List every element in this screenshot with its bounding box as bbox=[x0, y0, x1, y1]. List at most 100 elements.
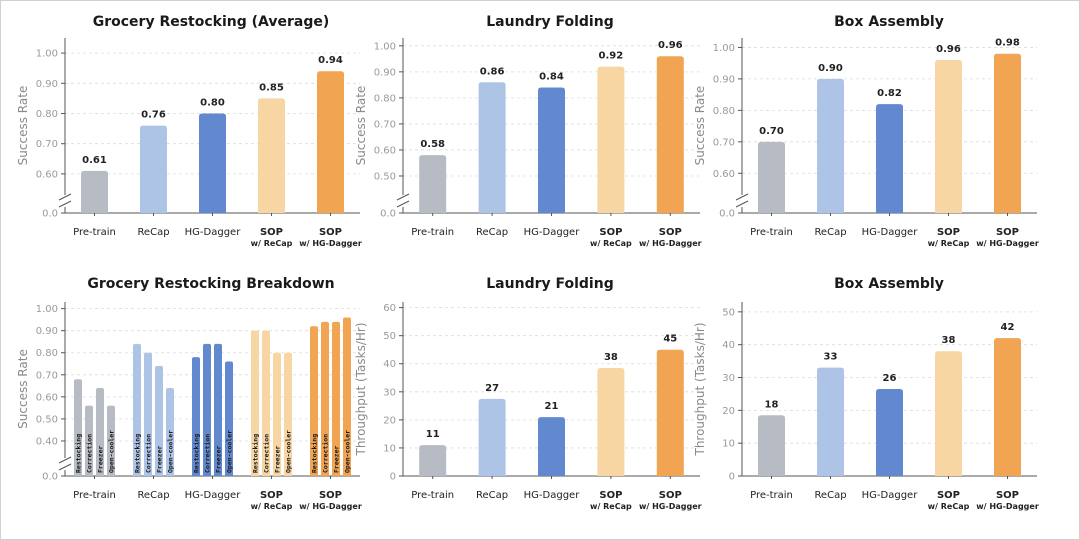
x-tick-label-line: SOP bbox=[260, 227, 283, 238]
y-tick-label: 0.50 bbox=[374, 171, 396, 182]
bar-open-cooler bbox=[166, 388, 174, 476]
bar-sublabel: Open-cooler bbox=[107, 430, 115, 473]
y-tick-label: 0.50 bbox=[36, 414, 58, 425]
bar-sublabel: Correction bbox=[144, 434, 152, 473]
bar bbox=[758, 141, 785, 213]
bar-value-label: 0.90 bbox=[818, 63, 843, 74]
x-tick-label-line: SOP bbox=[599, 227, 622, 238]
bar-correction bbox=[262, 330, 270, 476]
bar-value-label: 0.84 bbox=[539, 71, 564, 82]
bar bbox=[478, 398, 506, 476]
bar bbox=[597, 66, 625, 213]
bar-sublabel: Freezer bbox=[332, 446, 340, 473]
bar-sublabel: Freezer bbox=[214, 446, 222, 473]
bar-correction bbox=[203, 343, 211, 476]
bar-sublabel: Open-cooler bbox=[166, 430, 174, 473]
x-tick-label: ReCap bbox=[137, 227, 169, 238]
chart-title: Box Assembly bbox=[834, 276, 944, 292]
x-tick-label-line: SOP bbox=[319, 227, 342, 238]
y-tick-label: 0.0 bbox=[42, 209, 58, 220]
bar-freezer bbox=[155, 365, 163, 476]
bar-correction bbox=[144, 352, 152, 476]
bar-freezer bbox=[214, 343, 222, 476]
y-axis-label: Throughput (Tasks/Hr) bbox=[354, 322, 368, 456]
bar bbox=[876, 104, 903, 213]
x-tick-label-line: w/ HG-Dagger bbox=[299, 239, 362, 248]
x-tick-label: Pre-train bbox=[411, 490, 454, 501]
bar bbox=[935, 351, 962, 476]
y-tick-label: 0 bbox=[390, 472, 396, 483]
y-tick-label: 1.00 bbox=[36, 49, 58, 60]
bar-value-label: 18 bbox=[765, 399, 779, 410]
y-tick-label: 0.70 bbox=[374, 119, 396, 130]
x-tick-label-line: w/ HG-Dagger bbox=[976, 502, 1039, 511]
bar bbox=[199, 113, 226, 213]
y-axis-label: Throughput (Tasks/Hr) bbox=[693, 322, 707, 456]
bar-sublabel: Correction bbox=[321, 434, 329, 473]
y-tick-label: 50 bbox=[383, 331, 396, 342]
bar bbox=[81, 170, 108, 213]
x-tick-label: SOP w/ ReCap bbox=[928, 227, 970, 248]
y-tick-label: 0.40 bbox=[36, 436, 58, 447]
bar-sublabel: Correction bbox=[203, 434, 211, 473]
y-axis-label: Success Rate bbox=[693, 86, 707, 166]
x-tick-label: SOP w/ HG-Dagger bbox=[976, 227, 1039, 248]
x-tick-label: SOP w/ HG-Dagger bbox=[976, 490, 1039, 511]
bar-sublabel: Correction bbox=[262, 434, 270, 473]
x-tick-label: HG-Dagger bbox=[524, 490, 581, 501]
bar bbox=[317, 71, 344, 213]
bar-value-label: 0.94 bbox=[318, 55, 343, 66]
y-tick-label: 40 bbox=[383, 359, 396, 370]
x-tick-label: ReCap bbox=[137, 490, 169, 501]
bar-value-label: 0.86 bbox=[480, 66, 505, 77]
bar-value-label: 38 bbox=[604, 352, 618, 363]
y-tick-label: 0.80 bbox=[36, 348, 58, 359]
bar-value-label: 45 bbox=[663, 334, 677, 345]
y-tick-label: 0.90 bbox=[36, 79, 58, 90]
x-tick-label-line: SOP bbox=[319, 490, 342, 501]
bar bbox=[758, 415, 785, 476]
x-tick-label-line: w/ HG-Dagger bbox=[299, 502, 362, 511]
x-tick-label: SOP w/ ReCap bbox=[928, 490, 970, 511]
x-tick-label-line: SOP bbox=[996, 227, 1019, 238]
bar bbox=[876, 389, 903, 476]
chart-title: Laundry Folding bbox=[486, 14, 613, 30]
x-tick-label-line: SOP bbox=[937, 227, 960, 238]
y-tick-label: 0.0 bbox=[42, 472, 58, 483]
bar-freezer bbox=[273, 352, 281, 476]
y-tick-label: 20 bbox=[722, 406, 735, 417]
y-tick-label: 0.70 bbox=[36, 139, 58, 150]
bar-value-label: 38 bbox=[942, 335, 956, 346]
x-tick-label-line: SOP bbox=[659, 227, 682, 238]
x-tick-label-line: w/ ReCap bbox=[590, 239, 632, 248]
x-tick-label-line: SOP bbox=[599, 490, 622, 501]
chart-c5: Laundry Folding Throughput (Tasks/Hr) 0 10 2… bbox=[354, 276, 702, 511]
bar-open-cooler bbox=[107, 405, 115, 476]
x-tick-label: Pre-train bbox=[411, 227, 454, 238]
axis-break-mark bbox=[396, 193, 410, 201]
bar bbox=[656, 349, 684, 476]
chart-c2: Laundry Folding Success Rate 0.0 0.50 0.60 0.… bbox=[354, 14, 702, 248]
bar-value-label: 0.96 bbox=[936, 44, 961, 55]
bar bbox=[817, 367, 844, 476]
x-tick-label: SOP w/ HG-Dagger bbox=[639, 490, 702, 511]
chart-c4: Grocery Restocking Breakdown Success Rate… bbox=[16, 276, 362, 511]
chart-title: Laundry Folding bbox=[486, 276, 613, 292]
x-tick-label: ReCap bbox=[476, 490, 508, 501]
bar-value-label: 26 bbox=[883, 373, 897, 384]
y-tick-label: 0.80 bbox=[36, 109, 58, 120]
y-tick-label: 0.80 bbox=[374, 93, 396, 104]
x-tick-label-line: SOP bbox=[659, 490, 682, 501]
bar bbox=[994, 53, 1021, 213]
chart-title: Grocery Restocking Breakdown bbox=[87, 276, 334, 292]
x-tick-label: SOP w/ HG-Dagger bbox=[299, 490, 362, 511]
bar-value-label: 11 bbox=[426, 429, 440, 440]
x-tick-label-line: SOP bbox=[260, 490, 283, 501]
y-tick-label: 0 bbox=[729, 472, 735, 483]
bar-restocking bbox=[74, 379, 82, 476]
x-tick-label: ReCap bbox=[814, 490, 846, 501]
x-tick-label: Pre-train bbox=[73, 490, 116, 501]
y-tick-label: 0.0 bbox=[719, 209, 735, 220]
y-tick-label: 0.60 bbox=[374, 145, 396, 156]
